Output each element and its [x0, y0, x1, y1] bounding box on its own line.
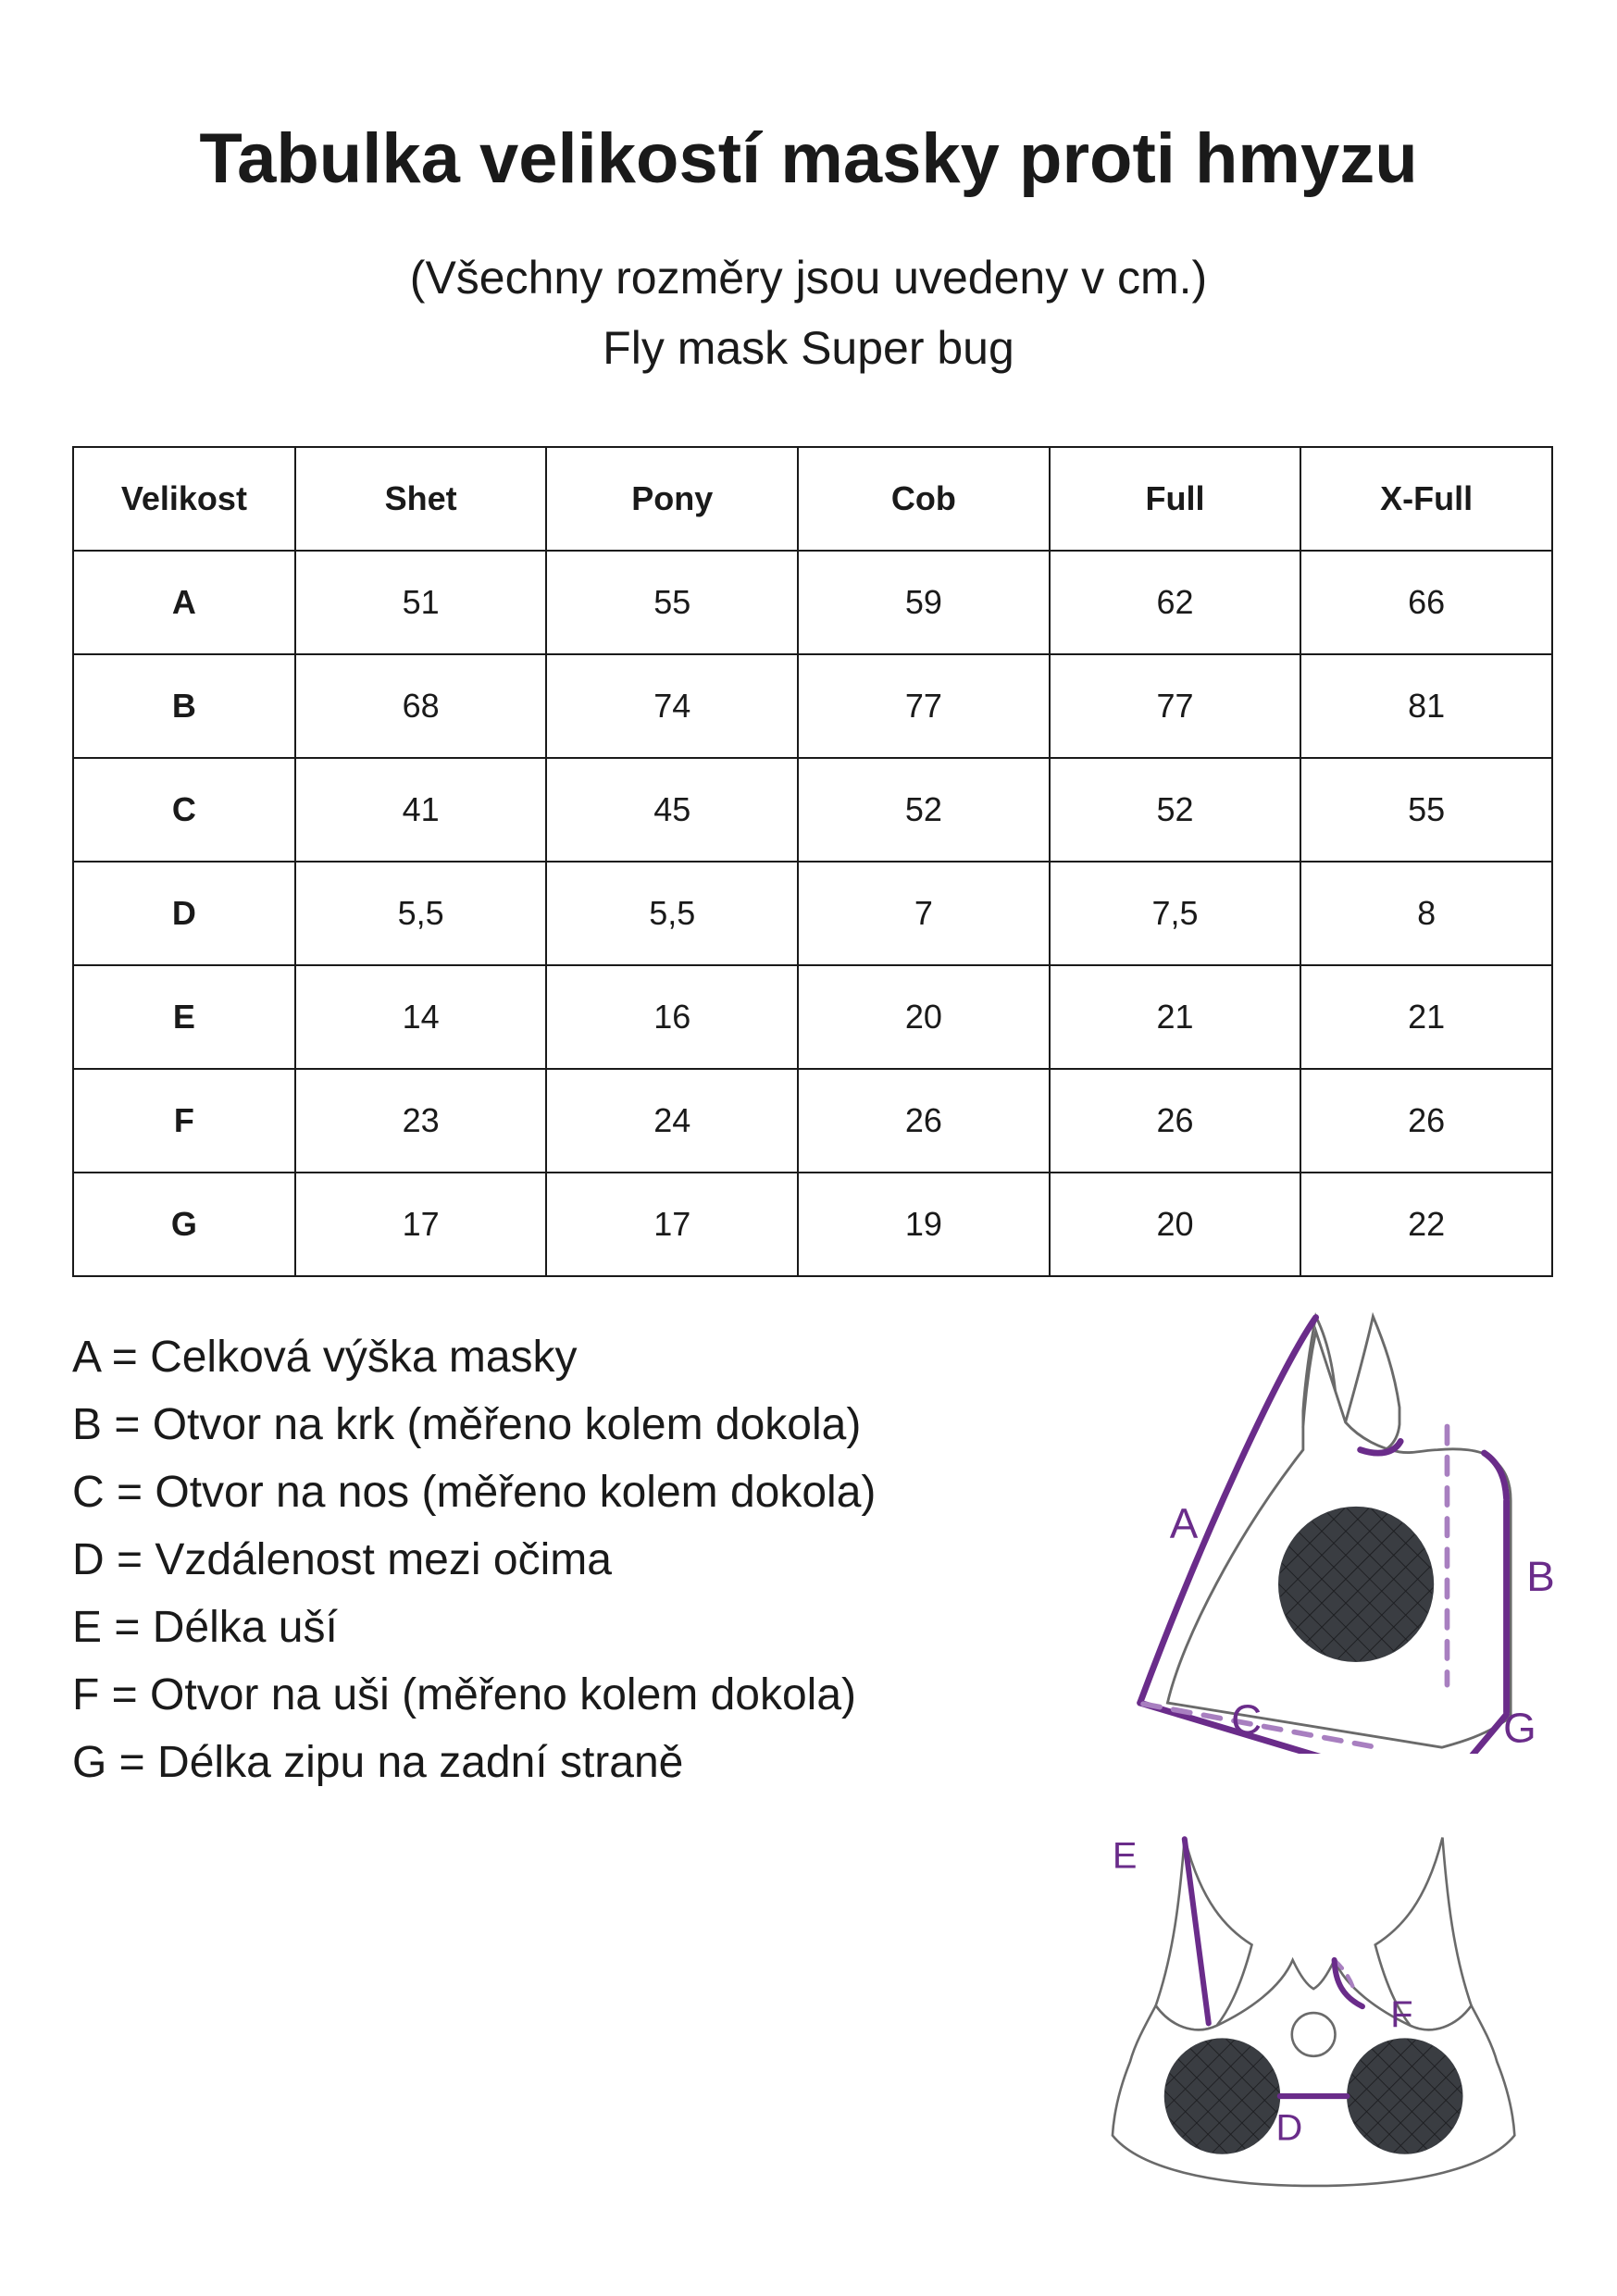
- svg-text:F: F: [1390, 1994, 1412, 2035]
- svg-text:G: G: [1503, 1704, 1536, 1751]
- svg-text:A: A: [1170, 1500, 1199, 1547]
- svg-text:C: C: [1231, 1695, 1262, 1743]
- svg-text:E: E: [1113, 1835, 1138, 1876]
- svg-text:B: B: [1526, 1553, 1555, 1600]
- svg-text:D: D: [1275, 2108, 1302, 2149]
